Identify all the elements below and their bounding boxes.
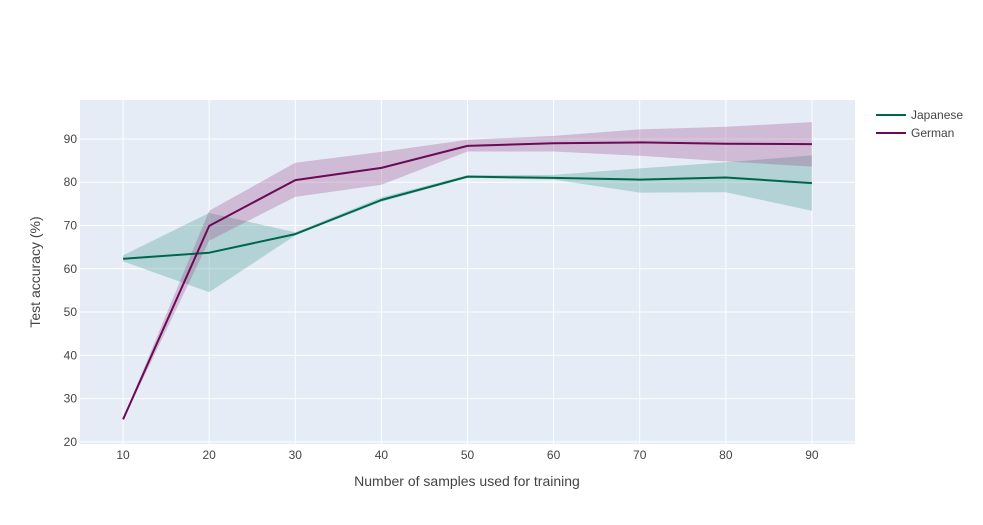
legend-label-german[interactable]: German	[911, 126, 954, 140]
y-tick-label: 40	[64, 348, 78, 362]
x-axis-label: Number of samples used for training	[354, 473, 580, 489]
y-tick-label: 90	[64, 132, 78, 146]
x-tick-label: 40	[375, 448, 389, 462]
series-lines	[122, 141, 813, 420]
confidence-bands	[123, 122, 812, 421]
y-tick-label: 80	[64, 175, 78, 189]
legend[interactable]: Japanese German	[876, 108, 963, 140]
x-tick-label: 80	[719, 448, 733, 462]
y-tick-label: 60	[64, 262, 78, 276]
x-tick-label: 60	[547, 448, 561, 462]
x-axis-ticks: 10 20 30 40 50 60 70 80 90	[116, 448, 819, 462]
y-axis-ticks: 20 30 40 50 60 70 80 90	[64, 132, 78, 449]
y-tick-label: 50	[64, 305, 78, 319]
grid-lines	[80, 100, 855, 444]
y-tick-label: 30	[64, 392, 78, 406]
x-tick-label: 70	[633, 448, 647, 462]
band-german	[123, 122, 812, 421]
y-axis-label: Test accuracy (%)	[27, 216, 43, 327]
band-japanese	[123, 155, 812, 293]
x-tick-label: 20	[202, 448, 216, 462]
x-tick-label: 30	[289, 448, 303, 462]
x-tick-label: 10	[116, 448, 130, 462]
x-tick-label: 90	[805, 448, 819, 462]
legend-label-japanese[interactable]: Japanese	[911, 108, 963, 122]
x-tick-label: 50	[461, 448, 475, 462]
y-tick-label: 70	[64, 218, 78, 232]
y-tick-label: 20	[64, 435, 78, 449]
